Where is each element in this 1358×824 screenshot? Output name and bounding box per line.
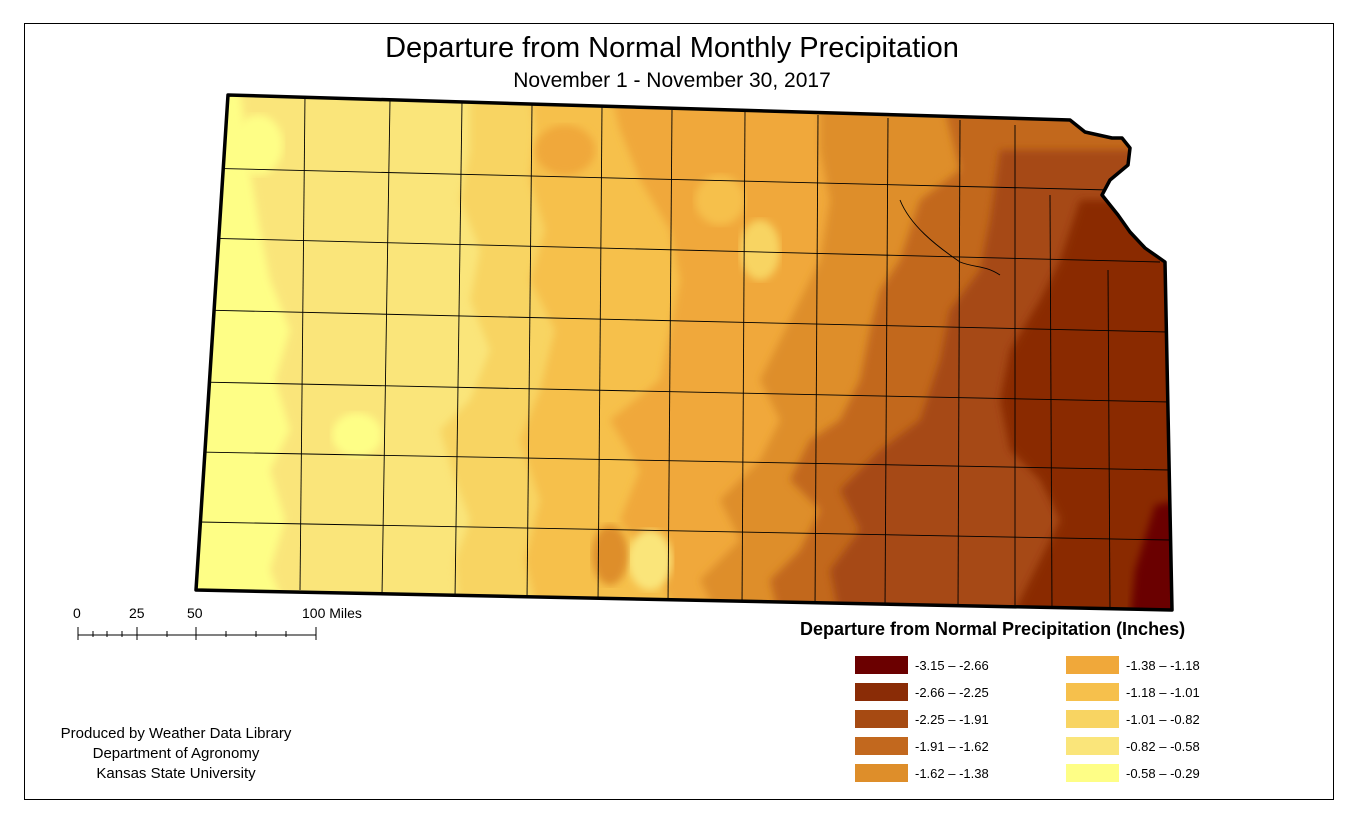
scale-label-100: 100 Miles	[302, 605, 362, 621]
credits-line-1: Produced by Weather Data Library	[60, 725, 292, 742]
legend-swatch	[1066, 656, 1119, 674]
county-boundaries	[199, 95, 1171, 610]
legend-swatch	[855, 683, 908, 701]
kansas-outline	[194, 93, 1174, 612]
legend-label: -3.15 – -2.66	[915, 658, 989, 673]
legend-label: -0.58 – -0.29	[1126, 766, 1200, 781]
legend-label: -0.82 – -0.58	[1126, 739, 1200, 754]
precipitation-zones	[196, 95, 1172, 610]
scale-bar	[77, 627, 317, 640]
legend-label: -1.38 – -1.18	[1126, 658, 1200, 673]
legend-label: -1.62 – -1.38	[915, 766, 989, 781]
credits: Produced by Weather Data Library Departm…	[28, 724, 324, 784]
scale-label-50: 50	[187, 605, 203, 621]
scale-label-25: 25	[129, 605, 145, 621]
map-frame	[24, 23, 1334, 800]
legend-label: -1.18 – -1.01	[1126, 685, 1200, 700]
legend-swatch	[1066, 710, 1119, 728]
credits-line-3: Kansas State University	[96, 765, 256, 782]
legend-swatch	[855, 710, 908, 728]
legend-label: -2.66 – -2.25	[915, 685, 989, 700]
legend-label: -1.01 – -0.82	[1126, 712, 1200, 727]
legend-swatch	[1066, 683, 1119, 701]
scale-label-0: 0	[73, 605, 81, 621]
legend-label: -1.91 – -1.62	[915, 739, 989, 754]
map-title: Departure from Normal Monthly Precipitat…	[385, 32, 959, 64]
legend-title: Departure from Normal Precipitation (Inc…	[800, 619, 1186, 639]
legend-label: -2.25 – -1.91	[915, 712, 989, 727]
legend-swatch	[1066, 737, 1119, 755]
credits-line-2: Department of Agronomy	[92, 745, 260, 762]
map-subtitle: November 1 - November 30, 2017	[513, 69, 831, 92]
legend-swatch	[1066, 764, 1119, 782]
legend-swatch	[855, 764, 908, 782]
legend-swatch	[855, 656, 908, 674]
legend-swatch	[855, 737, 908, 755]
